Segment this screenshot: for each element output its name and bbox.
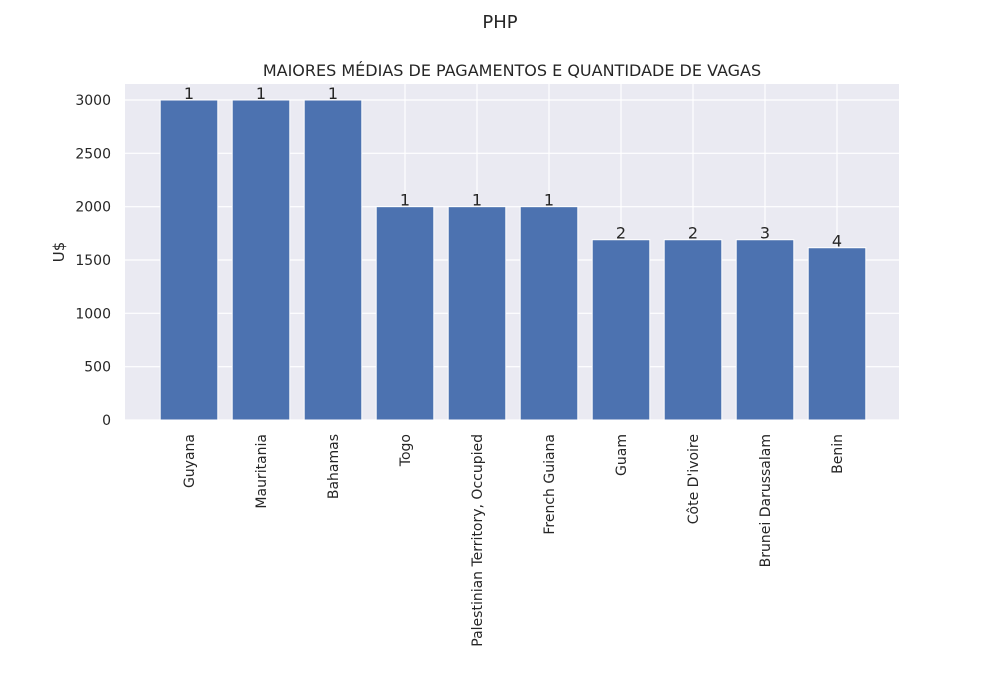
- bar-data-label: 1: [472, 191, 482, 210]
- y-tick-label: 1000: [75, 306, 111, 322]
- bar-data-label: 4: [832, 232, 842, 251]
- bar-data-label: 1: [544, 191, 554, 210]
- bar: [807, 247, 867, 421]
- bar-data-label: 2: [616, 224, 626, 243]
- x-tick-label: Guyana: [182, 434, 198, 488]
- bar: [735, 239, 795, 421]
- x-tick-label: Brunei Darussalam: [758, 434, 774, 567]
- y-tick-label: 2500: [75, 146, 111, 162]
- x-tick-label: French Guiana: [542, 434, 558, 535]
- bar-data-label: 1: [400, 191, 410, 210]
- bar-data-label: 1: [328, 84, 338, 103]
- y-axis-label: U$: [50, 242, 68, 263]
- x-tick-label: Guam: [614, 434, 630, 476]
- y-tick-label: 2000: [75, 200, 111, 216]
- y-axis-ticks: 0 500 1000 1500 2000 2500 3000: [75, 93, 111, 429]
- x-axis-ticks: Guyana Mauritania Bahamas Togo Palestinian T…: [182, 434, 846, 647]
- y-tick-label: 0: [102, 413, 111, 429]
- figure-suptitle: PHP: [482, 12, 517, 33]
- chart-title: MAIORES MÉDIAS DE PAGAMENTOS E QUANTIDAD…: [263, 61, 761, 80]
- bar: [447, 206, 507, 421]
- bar-data-label: 1: [184, 84, 194, 103]
- y-tick-label: 500: [84, 360, 111, 376]
- x-tick-label: Côte D'ivoire: [686, 434, 702, 524]
- bar-data-label: 3: [760, 224, 770, 243]
- x-tick-label: Bahamas: [326, 434, 342, 499]
- data-labels: 1 1 1 1 1 1 2 2 3 4: [184, 84, 842, 251]
- bar: [159, 99, 219, 421]
- y-tick-label: 1500: [75, 253, 111, 269]
- bar-data-label: 1: [256, 84, 266, 103]
- bar-data-label: 2: [688, 224, 698, 243]
- bar: [303, 99, 363, 421]
- x-tick-label: Mauritania: [254, 434, 270, 509]
- bar: [663, 239, 723, 421]
- bar: [591, 239, 651, 421]
- x-tick-label: Palestinian Territory, Occupied: [470, 434, 486, 647]
- bar: [231, 99, 291, 421]
- y-tick-label: 3000: [75, 93, 111, 109]
- x-tick-label: Benin: [830, 434, 846, 474]
- bar: [375, 206, 435, 421]
- bar: [519, 206, 579, 421]
- bars: [159, 99, 867, 421]
- x-tick-label: Togo: [398, 434, 414, 467]
